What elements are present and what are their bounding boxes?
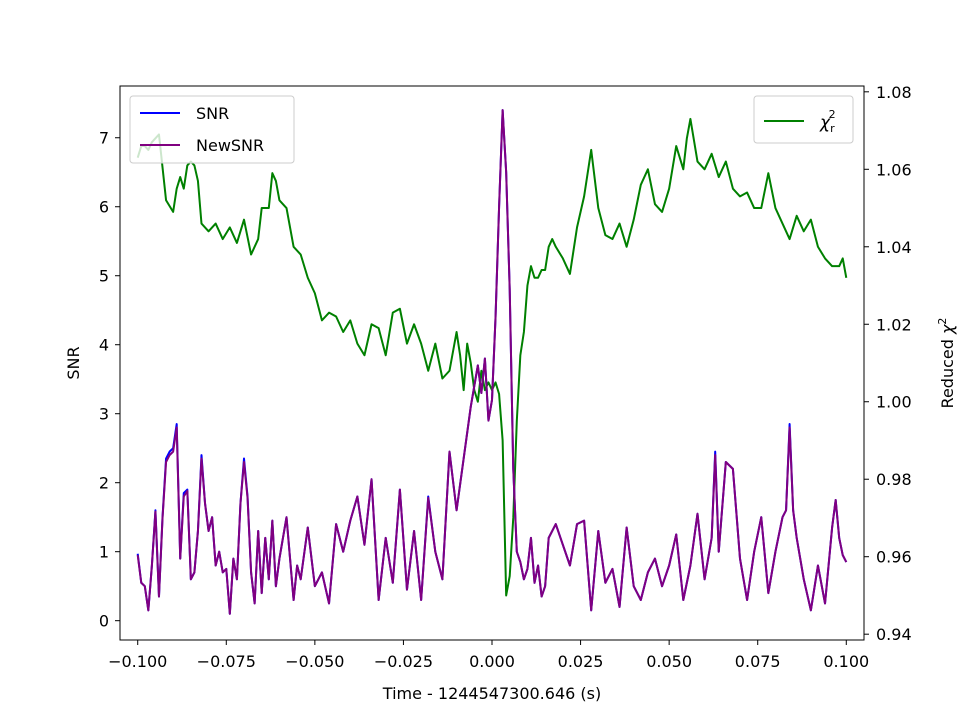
y-left-tick-label: 0: [99, 612, 109, 631]
y-right-tick-label: 1.08: [876, 83, 912, 102]
x-tick-label: −0.075: [197, 652, 256, 671]
x-axis-label: Time - 1244547300.646 (s): [382, 684, 601, 703]
y-right-tick-label: 1.00: [876, 393, 912, 412]
legend-snr-label: SNR: [196, 104, 229, 123]
y-left-tick-label: 4: [99, 336, 109, 355]
y-right-tick-label: 1.04: [876, 238, 912, 257]
y-right-tick-label: 1.02: [876, 315, 912, 334]
y-left-tick-label: 1: [99, 543, 109, 562]
y-left-tick-label: 7: [99, 129, 109, 148]
y-axis-right: 0.94 0.96 0.98 1.00 1.02 1.04 1.06 1.08: [864, 83, 912, 644]
legend-newsnr-label: NewSNR: [196, 136, 264, 155]
x-tick-label: 0.075: [735, 652, 781, 671]
x-axis: −0.100 −0.075 −0.050 −0.025 0.000 0.025 0.050 0…: [108, 640, 869, 671]
y-right-tick-label: 1.06: [876, 160, 912, 179]
legend-right: χr2: [753, 95, 854, 144]
legend-chi2-superscript: 2: [829, 108, 836, 121]
y-left-tick-label: 2: [99, 474, 109, 493]
y-right-tick-label: 0.98: [876, 470, 912, 489]
y-axis-left-label: SNR: [64, 346, 83, 379]
x-tick-label: 0.025: [558, 652, 604, 671]
y-axis-right-label-symbol: χ: [938, 324, 957, 335]
y-axis-right-label-superscript: 2: [936, 318, 949, 325]
y-axis-right-label: Reduced χ2: [936, 318, 957, 409]
legend-chi2-label: χr2: [819, 108, 836, 135]
plot-series: [136, 109, 848, 615]
x-tick-label: −0.025: [374, 652, 433, 671]
legend-right-box: [753, 95, 854, 144]
legend-left: SNR NewSNR: [129, 95, 295, 164]
y-axis-left: 0 1 2 3 4 5 6 7: [99, 129, 120, 631]
y-left-tick-label: 5: [99, 267, 109, 286]
x-tick-label: −0.050: [285, 652, 344, 671]
y-left-tick-label: 3: [99, 405, 109, 424]
y-axis-right-label-prefix: Reduced: [938, 334, 957, 408]
series-line-newsnr: [136, 109, 848, 615]
y-right-tick-label: 0.96: [876, 548, 912, 567]
x-tick-label: −0.100: [108, 652, 167, 671]
legend-chi2-subscript: r: [830, 122, 835, 135]
x-tick-label: 0.050: [646, 652, 692, 671]
legend-chi2-symbol: χ: [819, 113, 831, 133]
y-left-tick-label: 6: [99, 198, 109, 217]
x-tick-label: 0.000: [469, 652, 515, 671]
x-tick-label: 0.100: [823, 652, 869, 671]
y-right-tick-label: 0.94: [876, 625, 912, 644]
